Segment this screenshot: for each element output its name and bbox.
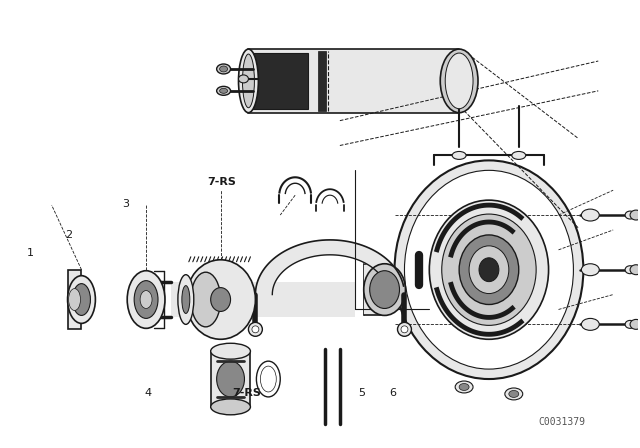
Ellipse shape [182, 286, 190, 314]
Ellipse shape [243, 54, 255, 108]
Ellipse shape [239, 75, 248, 83]
Ellipse shape [217, 64, 230, 74]
Ellipse shape [134, 280, 158, 319]
Ellipse shape [630, 210, 640, 220]
Ellipse shape [217, 86, 230, 95]
Ellipse shape [459, 235, 519, 305]
Ellipse shape [445, 53, 473, 109]
Ellipse shape [127, 271, 165, 328]
Ellipse shape [459, 383, 469, 391]
Ellipse shape [191, 272, 221, 327]
Ellipse shape [186, 260, 255, 339]
Ellipse shape [630, 319, 640, 329]
Ellipse shape [397, 323, 412, 336]
Ellipse shape [211, 288, 230, 311]
Ellipse shape [364, 264, 406, 315]
Text: C0031379: C0031379 [538, 417, 585, 427]
Ellipse shape [625, 266, 635, 274]
Ellipse shape [140, 291, 152, 309]
Text: 2: 2 [65, 230, 72, 240]
Ellipse shape [625, 320, 635, 328]
Ellipse shape [72, 284, 90, 315]
Ellipse shape [178, 275, 194, 324]
Ellipse shape [509, 391, 519, 397]
Ellipse shape [625, 211, 635, 219]
Ellipse shape [429, 200, 548, 339]
Text: 4: 4 [145, 388, 152, 398]
Ellipse shape [581, 264, 599, 276]
Ellipse shape [469, 246, 509, 293]
Ellipse shape [581, 319, 599, 330]
Polygon shape [255, 240, 404, 294]
Ellipse shape [440, 49, 478, 113]
Ellipse shape [479, 258, 499, 282]
Bar [364, 264, 385, 315]
Ellipse shape [260, 366, 276, 392]
Ellipse shape [512, 151, 525, 159]
Ellipse shape [217, 361, 244, 397]
Text: 6: 6 [390, 388, 397, 398]
Ellipse shape [211, 399, 250, 415]
Ellipse shape [505, 388, 523, 400]
Text: 7-RS: 7-RS [232, 388, 261, 398]
Text: 7-RS: 7-RS [207, 177, 236, 187]
Ellipse shape [455, 381, 473, 393]
Ellipse shape [248, 323, 262, 336]
Ellipse shape [581, 209, 599, 221]
Ellipse shape [68, 276, 95, 323]
Ellipse shape [211, 343, 250, 359]
Bar [253, 53, 308, 109]
Ellipse shape [394, 160, 583, 379]
Bar [68, 270, 81, 329]
Bar [171, 282, 355, 318]
Text: 3: 3 [122, 199, 129, 209]
Bar [318, 51, 326, 111]
Ellipse shape [442, 214, 536, 325]
Bar [211, 351, 250, 407]
Text: 5: 5 [358, 388, 365, 398]
Ellipse shape [404, 170, 573, 369]
Ellipse shape [239, 49, 259, 113]
Ellipse shape [68, 289, 81, 310]
Bar [248, 49, 459, 113]
Ellipse shape [220, 88, 228, 93]
Ellipse shape [630, 265, 640, 275]
Ellipse shape [252, 326, 259, 333]
Ellipse shape [220, 66, 228, 72]
Ellipse shape [401, 326, 408, 333]
Ellipse shape [452, 151, 466, 159]
Ellipse shape [370, 271, 399, 309]
Text: 1: 1 [27, 248, 34, 258]
